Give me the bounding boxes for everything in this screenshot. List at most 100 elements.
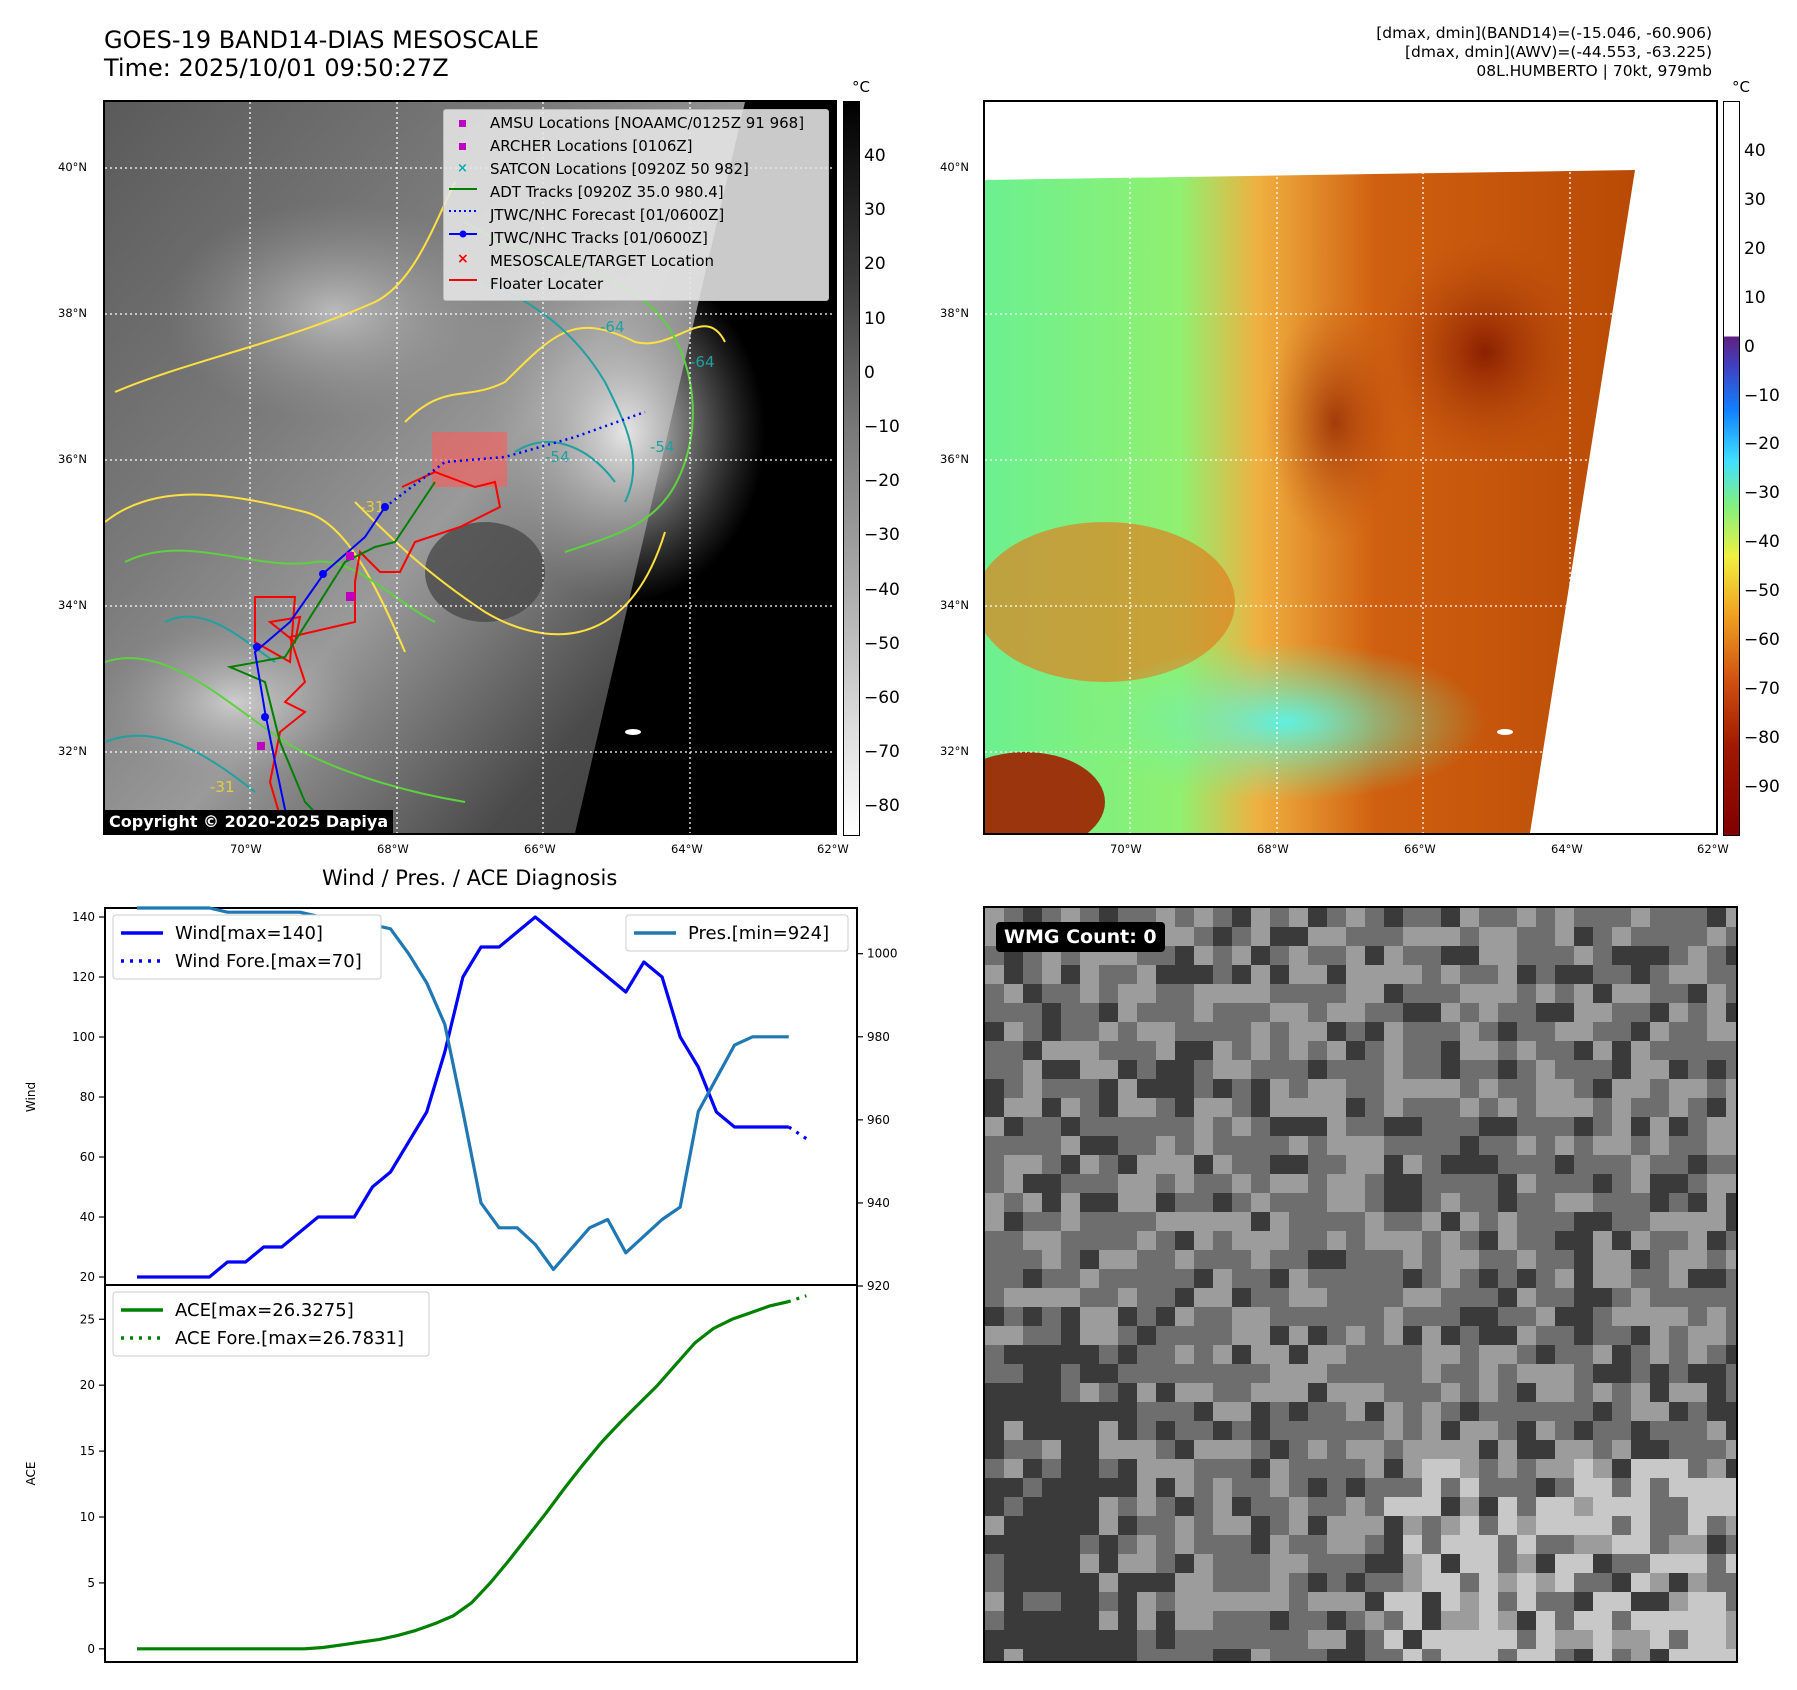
wmg-pixel: [1479, 1098, 1498, 1117]
wmg-pixel: [1593, 1117, 1612, 1136]
wmg-pixel: [1536, 1326, 1555, 1345]
wmg-pixel: [1080, 1231, 1099, 1250]
wmg-pixel: [1023, 1269, 1042, 1288]
wmg-pixel: [1099, 1022, 1118, 1041]
wmg-pixel: [1270, 965, 1289, 984]
wmg-pixel: [1707, 1079, 1726, 1098]
wmg-pixel: [1346, 1459, 1365, 1478]
chart-legend-label: ACE[max=26.3275]: [175, 1300, 354, 1321]
wmg-pixel: [1536, 927, 1555, 946]
lat-tick: 38°N: [58, 306, 87, 320]
wmg-pixel: [1498, 1250, 1517, 1269]
wmg-pixel: [1023, 1326, 1042, 1345]
wmg-pixel: [1498, 1497, 1517, 1516]
wmg-pixel: [1422, 1269, 1441, 1288]
y-right-tick-label: 1000: [867, 947, 898, 961]
legend-label: SATCON Locations [0920Z 50 982]: [490, 160, 749, 178]
wmg-pixel: [1175, 965, 1194, 984]
wmg-pixel: [1441, 1231, 1460, 1250]
wmg-pixel: [1669, 1155, 1688, 1174]
wmg-pixel: [1270, 1611, 1289, 1630]
wmg-pixel: [1232, 1497, 1251, 1516]
wmg-pixel: [1080, 1155, 1099, 1174]
wmg-pixel: [1080, 1459, 1099, 1478]
wmg-pixel: [1289, 946, 1308, 965]
wmg-pixel: [1175, 1402, 1194, 1421]
wmg-pixel: [1080, 1117, 1099, 1136]
wmg-pixel: [1175, 1478, 1194, 1497]
awv-colorbar-tick: −90: [1744, 776, 1780, 797]
wmg-pixel: [1118, 1231, 1137, 1250]
wmg-pixel: [1023, 1307, 1042, 1326]
wmg-pixel: [1080, 1003, 1099, 1022]
wmg-pixel: [1441, 1345, 1460, 1364]
wmg-pixel: [1422, 1402, 1441, 1421]
wmg-pixel: [1289, 1250, 1308, 1269]
wmg-pixel: [1232, 1288, 1251, 1307]
wmg-pixel: [1460, 1193, 1479, 1212]
wmg-pixel: [1517, 1174, 1536, 1193]
wmg-pixel: [1232, 1516, 1251, 1535]
contour-teal: [105, 281, 635, 793]
wmg-pixel: [1669, 1383, 1688, 1402]
wmg-pixel: [1555, 1364, 1574, 1383]
wmg-pixel: [1593, 1041, 1612, 1060]
wmg-pixel: [1517, 1098, 1536, 1117]
wmg-pixel: [1118, 1402, 1137, 1421]
wmg-pixel: [1365, 1364, 1384, 1383]
wmg-pixel: [1707, 1535, 1726, 1554]
wmg-pixel: [1289, 1592, 1308, 1611]
wmg-pixel: [1137, 1022, 1156, 1041]
wmg-pixel: [1042, 1421, 1061, 1440]
wmg-pixel: [1175, 1022, 1194, 1041]
wmg-pixel: [1308, 1345, 1327, 1364]
wmg-pixel: [1042, 1554, 1061, 1573]
wmg-pixel: [1004, 1649, 1023, 1661]
wmg-pixel: [1061, 1459, 1080, 1478]
wmg-pixel: [1650, 1307, 1669, 1326]
wmg-pixel: [1232, 1098, 1251, 1117]
wmg-pixel: [1593, 1364, 1612, 1383]
wmg-pixel: [1612, 1421, 1631, 1440]
wmg-pixel: [985, 1155, 1004, 1174]
wmg-pixel: [1327, 965, 1346, 984]
wmg-pixel: [1403, 1288, 1422, 1307]
wmg-pixel: [1517, 1022, 1536, 1041]
figure-title: GOES-19 BAND14-DIAS MESOSCALE Time: 2025…: [104, 26, 539, 82]
wmg-pixel: [1194, 1250, 1213, 1269]
wmg-pixel: [1441, 1459, 1460, 1478]
wmg-pixel: [1137, 1402, 1156, 1421]
wmg-pixel: [1555, 1269, 1574, 1288]
wmg-pixel: [1555, 1497, 1574, 1516]
contour-label: -54: [545, 448, 570, 466]
wmg-pixel: [1194, 1155, 1213, 1174]
wmg-pixel: [1726, 1307, 1736, 1326]
wmg-pixel: [1346, 1307, 1365, 1326]
wmg-pixel: [1213, 1383, 1232, 1402]
wmg-pixel: [1726, 1535, 1736, 1554]
wmg-pixel: [1156, 1307, 1175, 1326]
wmg-pixel: [1574, 1459, 1593, 1478]
wmg-pixel: [1346, 927, 1365, 946]
wmg-pixel: [1460, 1611, 1479, 1630]
ir-colorbar: [843, 101, 860, 836]
wmg-pixel: [1270, 908, 1289, 927]
wmg-pixel: [1498, 1060, 1517, 1079]
wmg-pixel: [1517, 1402, 1536, 1421]
wmg-pixel: [1574, 965, 1593, 984]
wmg-pixel: [1194, 1193, 1213, 1212]
wmg-pixel: [1289, 1060, 1308, 1079]
wmg-pixel: [1593, 1611, 1612, 1630]
wmg-pixel: [1536, 1155, 1555, 1174]
wmg-pixel: [1365, 1573, 1384, 1592]
wmg-pixel: [1650, 1497, 1669, 1516]
wmg-pixel: [1137, 1060, 1156, 1079]
wmg-pixel: [1726, 1649, 1736, 1661]
wmg-pixel: [1479, 1003, 1498, 1022]
wmg-pixel: [1498, 1041, 1517, 1060]
wmg-pixel: [1346, 1155, 1365, 1174]
wmg-pixel: [1156, 1535, 1175, 1554]
wmg-pixel: [1346, 1383, 1365, 1402]
wmg-pixel: [1479, 1174, 1498, 1193]
wmg-pixel: [1061, 1060, 1080, 1079]
